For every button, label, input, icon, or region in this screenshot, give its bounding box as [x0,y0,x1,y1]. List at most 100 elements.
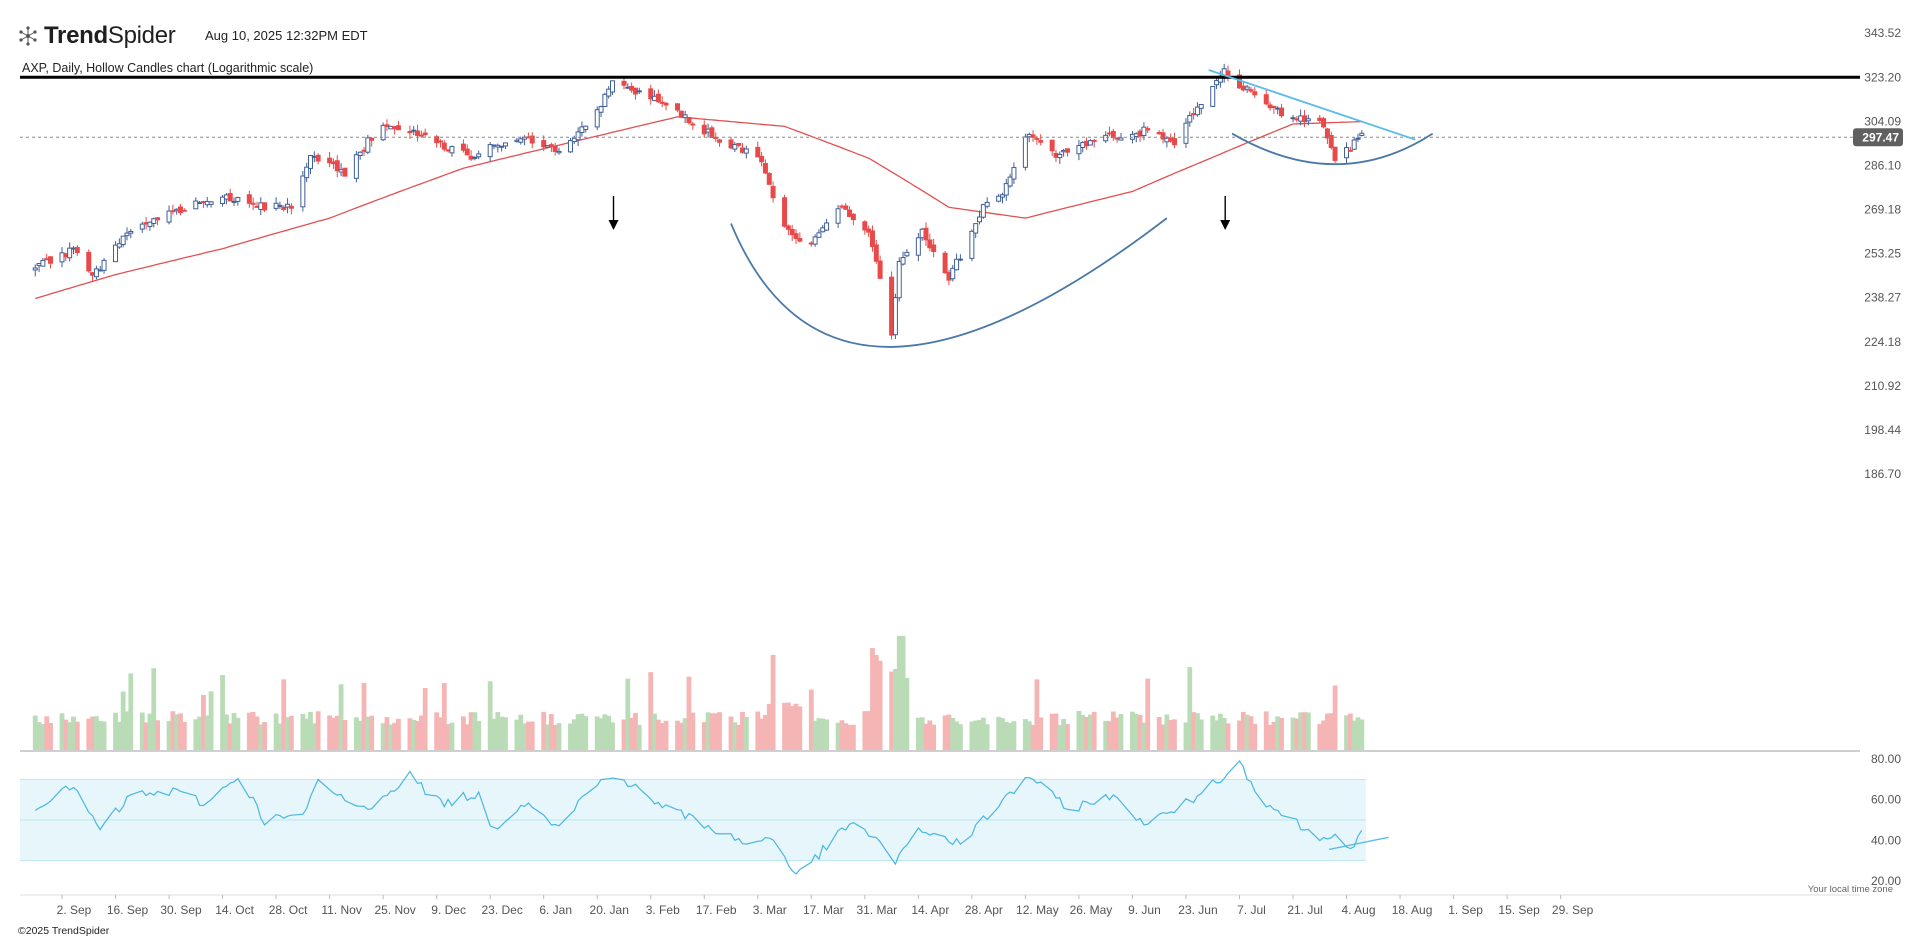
candle [1305,114,1311,126]
volume-bar [1061,718,1067,750]
candle-body [32,267,38,271]
candle-body [728,139,734,149]
candle [250,197,256,210]
x-axis-tick-label: 14. Oct [215,903,254,917]
volume-bar [464,724,470,750]
volume-bar [1325,713,1330,750]
candle [1355,133,1361,142]
candle [999,192,1005,204]
candle [606,86,612,99]
volume-bar [766,703,772,750]
axes-layer: 388.08365.12343.52323.20304.09286.10269.… [20,26,1903,917]
candle [365,134,371,155]
candle [583,125,589,133]
volume-bar [893,668,898,750]
candle [594,106,600,131]
candle [499,145,505,152]
volume-bar [1030,724,1036,750]
volume-bar [461,716,466,750]
candle [567,138,573,153]
candle-body [155,217,161,221]
volume-bar [116,721,122,750]
volume-bar [1198,719,1204,750]
volume-bar [449,722,455,750]
down-arrow-marker [608,196,619,230]
volume-bar [1221,717,1227,750]
candle [728,136,734,150]
candle-body [548,144,554,147]
candle-body [74,247,80,253]
volume-bar [308,711,313,750]
candle [709,125,715,139]
candle [357,151,363,160]
volume-bar [1195,713,1200,750]
candle [246,190,252,208]
candle [315,153,321,165]
volume-bar [919,717,925,750]
timestamp: Aug 10, 2025 12:32PM EDT [205,28,368,43]
volume-bar [139,712,145,750]
candle-body [648,88,654,100]
volume-bar [1103,720,1109,750]
moving-average-line [35,116,1362,300]
candle-body [904,251,910,257]
volume-bar [285,717,290,750]
candle [449,145,455,157]
candle-body [1064,148,1070,153]
volume-bar [204,715,210,750]
volume-bar [1110,711,1116,750]
rsi-line [34,760,1363,875]
volume-bar [208,691,214,750]
volume-bar [606,715,612,750]
volume-bar [717,712,722,750]
candle-body [288,205,294,209]
x-axis-tick-label: 14. Apr [911,903,949,917]
candle-body [407,130,413,134]
x-axis-tick-label: 9. Jun [1128,903,1161,917]
candle-body [1279,107,1285,117]
candle [502,142,508,150]
candle-body [797,238,803,242]
volume-bar [503,717,508,750]
candle [743,145,749,159]
volume-bar [1187,667,1193,750]
candle [682,110,688,124]
volume-bar [1087,714,1093,750]
x-axis-tick-label: 25. Nov [374,903,415,917]
candle-body [1160,132,1166,140]
candle-body [327,157,333,164]
volume-bar [170,711,176,750]
volume-bar [1034,679,1040,750]
volume-bar [361,682,367,750]
candle [1011,162,1017,184]
volume-bar [571,719,577,750]
y-axis-tick-label: 210.92 [1864,379,1901,393]
volume-bar [915,717,921,750]
candle-body [931,244,937,252]
candle [812,234,818,247]
candle [541,135,547,152]
candle [824,218,830,231]
candle-body [529,135,535,144]
volume-bar [124,711,130,750]
volume-bar [281,679,287,750]
volume-bar [396,718,401,750]
candle-body [1187,115,1193,123]
candle [1007,173,1013,188]
volume-panel [32,635,1365,750]
candle-body [621,80,627,86]
volume-bar [705,712,711,750]
volume-bar [709,713,715,750]
candle-body [682,114,688,119]
volume-bar [812,720,818,750]
volume-bar [472,712,478,750]
volume-bar [1080,714,1086,750]
x-axis-tick-label: 23. Jun [1178,903,1217,917]
candle [969,229,975,262]
x-axis-tick-label: 17. Mar [803,903,844,917]
candle-body [1103,134,1109,142]
candle [816,229,822,238]
candle-body [1118,137,1124,141]
candle [380,122,386,141]
